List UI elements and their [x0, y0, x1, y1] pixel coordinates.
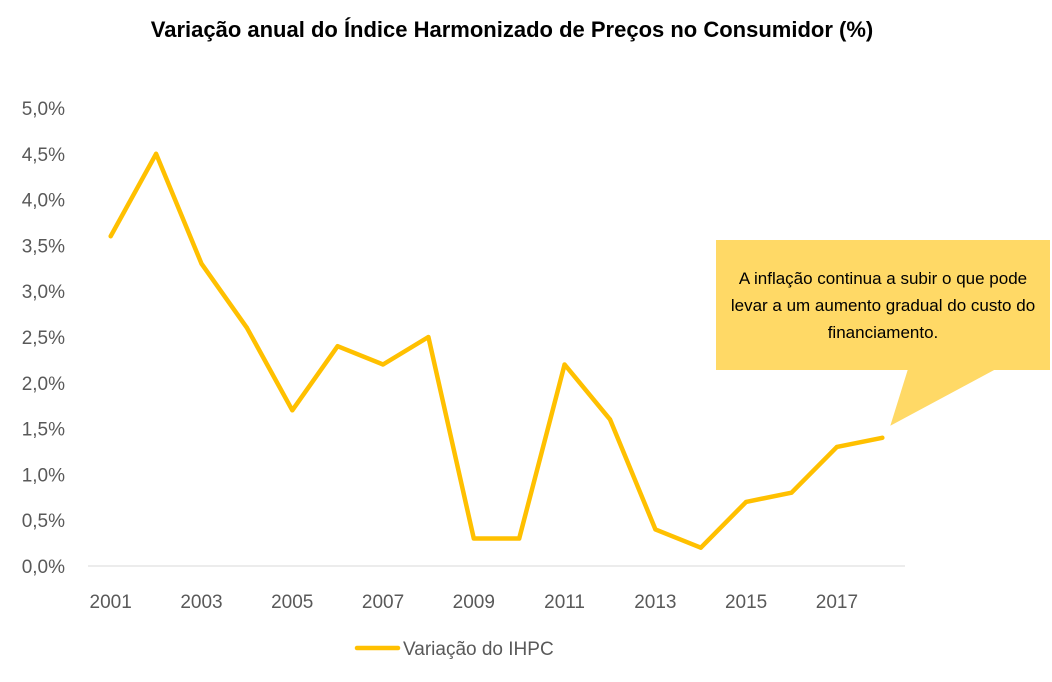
x-tick-label: 2017: [816, 592, 858, 613]
data-point: [108, 234, 113, 239]
data-point: [744, 499, 749, 504]
series-layer: [108, 151, 885, 550]
data-point: [244, 325, 249, 330]
data-point: [608, 417, 612, 422]
x-axis: 2001 2003 2005 2007 2009 2011 2013 2015 2017: [90, 592, 859, 613]
data-point: [199, 261, 204, 266]
y-tick-label: 4,0%: [22, 191, 65, 212]
data-point: [698, 545, 703, 550]
x-tick-label: 2001: [90, 592, 132, 613]
y-tick-label: 5,0%: [22, 99, 65, 120]
y-tick-label: 1,0%: [22, 465, 65, 486]
callout-annotation: A inflação continua a subir o que pode l…: [716, 240, 1050, 370]
data-point: [154, 151, 159, 156]
data-point: [834, 444, 839, 449]
callout-tail: [890, 369, 996, 426]
x-tick-label: 2003: [180, 592, 222, 613]
x-tick-label: 2015: [725, 592, 767, 613]
series-line-ihpc: [108, 151, 885, 550]
data-point: [471, 536, 476, 541]
y-tick-label: 1,5%: [22, 420, 65, 441]
data-point: [517, 536, 522, 541]
legend: Variação do IHPC: [354, 639, 554, 660]
data-point: [426, 335, 431, 339]
data-point: [381, 362, 385, 367]
y-axis: 0,0% 0,5% 1,0% 1,5% 2,0% 2,5% 3,0% 3,5% 4,0% 4,5%…: [22, 99, 65, 578]
y-tick-label: 0,5%: [22, 511, 65, 532]
x-tick-label: 2013: [634, 592, 676, 613]
data-point: [335, 344, 340, 349]
legend-label: Variação do IHPC: [403, 639, 554, 660]
chart-title: Variação anual do Índice Harmonizado de …: [151, 17, 873, 42]
data-point: [562, 362, 567, 367]
y-tick-label: 4,5%: [22, 145, 65, 166]
x-tick-label: 2005: [271, 592, 313, 613]
x-tick-label: 2009: [453, 592, 495, 613]
data-point: [880, 435, 885, 440]
data-point: [789, 490, 794, 495]
y-tick-label: 2,0%: [22, 374, 65, 395]
y-tick-label: 0,0%: [22, 557, 65, 578]
y-tick-label: 3,0%: [22, 282, 65, 303]
y-tick-label: 2,5%: [22, 328, 65, 349]
data-point: [290, 408, 295, 413]
x-tick-label: 2011: [544, 592, 585, 613]
callout-text: A inflação continua a subir o que pode l…: [730, 268, 1036, 342]
x-tick-label: 2007: [362, 592, 404, 613]
data-point: [653, 527, 658, 532]
y-tick-label: 3,5%: [22, 236, 65, 257]
